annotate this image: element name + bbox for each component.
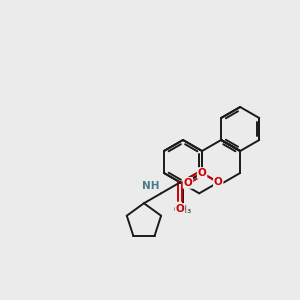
- Text: O: O: [198, 168, 206, 178]
- Text: O: O: [214, 177, 223, 187]
- Text: NH: NH: [142, 181, 159, 191]
- Text: O: O: [184, 178, 192, 188]
- Text: CH₃: CH₃: [174, 205, 192, 215]
- Text: O: O: [176, 204, 184, 214]
